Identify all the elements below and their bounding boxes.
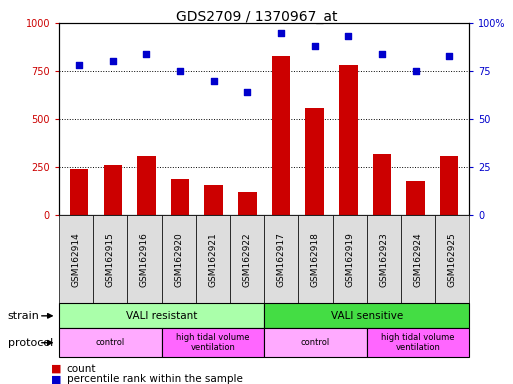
- Bar: [171, 179, 189, 215]
- Text: percentile rank within the sample: percentile rank within the sample: [67, 374, 243, 384]
- Text: GSM162914: GSM162914: [72, 232, 81, 286]
- Point: [411, 68, 420, 74]
- Text: GSM162921: GSM162921: [208, 232, 218, 286]
- Point: [310, 43, 319, 49]
- Text: GSM162918: GSM162918: [311, 232, 320, 286]
- Text: protocol: protocol: [8, 338, 53, 348]
- Bar: [372, 154, 391, 215]
- Text: high tidal volume
ventilation: high tidal volume ventilation: [176, 333, 250, 353]
- Text: strain: strain: [8, 311, 40, 321]
- Text: control: control: [301, 338, 330, 347]
- Text: GSM162922: GSM162922: [243, 232, 251, 286]
- Point: [142, 51, 150, 57]
- Bar: [70, 169, 88, 215]
- Point: [176, 68, 184, 74]
- Bar: [305, 108, 324, 215]
- Bar: [440, 157, 459, 215]
- Point: [277, 30, 285, 36]
- Text: ■: ■: [51, 364, 65, 374]
- Text: high tidal volume
ventilation: high tidal volume ventilation: [381, 333, 455, 353]
- Bar: [406, 182, 425, 215]
- Point: [210, 78, 218, 84]
- Text: GDS2709 / 1370967_at: GDS2709 / 1370967_at: [176, 10, 337, 23]
- Text: GSM162924: GSM162924: [413, 232, 423, 286]
- Point: [344, 33, 352, 40]
- Text: GSM162917: GSM162917: [277, 232, 286, 286]
- Bar: [104, 165, 122, 215]
- Bar: [238, 192, 256, 215]
- Text: VALI resistant: VALI resistant: [126, 311, 198, 321]
- Point: [445, 53, 453, 59]
- Text: GSM162923: GSM162923: [380, 232, 388, 286]
- Text: GSM162925: GSM162925: [448, 232, 457, 286]
- Bar: [339, 65, 358, 215]
- Text: control: control: [95, 338, 125, 347]
- Bar: [205, 185, 223, 215]
- Text: GSM162915: GSM162915: [106, 232, 115, 286]
- Text: GSM162920: GSM162920: [174, 232, 183, 286]
- Text: ■: ■: [51, 374, 65, 384]
- Point: [109, 58, 117, 65]
- Bar: [272, 56, 290, 215]
- Text: GSM162916: GSM162916: [140, 232, 149, 286]
- Text: VALI sensitive: VALI sensitive: [331, 311, 403, 321]
- Point: [75, 62, 83, 68]
- Bar: [137, 156, 156, 215]
- Text: GSM162919: GSM162919: [345, 232, 354, 286]
- Text: count: count: [67, 364, 96, 374]
- Point: [378, 51, 386, 57]
- Point: [243, 89, 251, 95]
